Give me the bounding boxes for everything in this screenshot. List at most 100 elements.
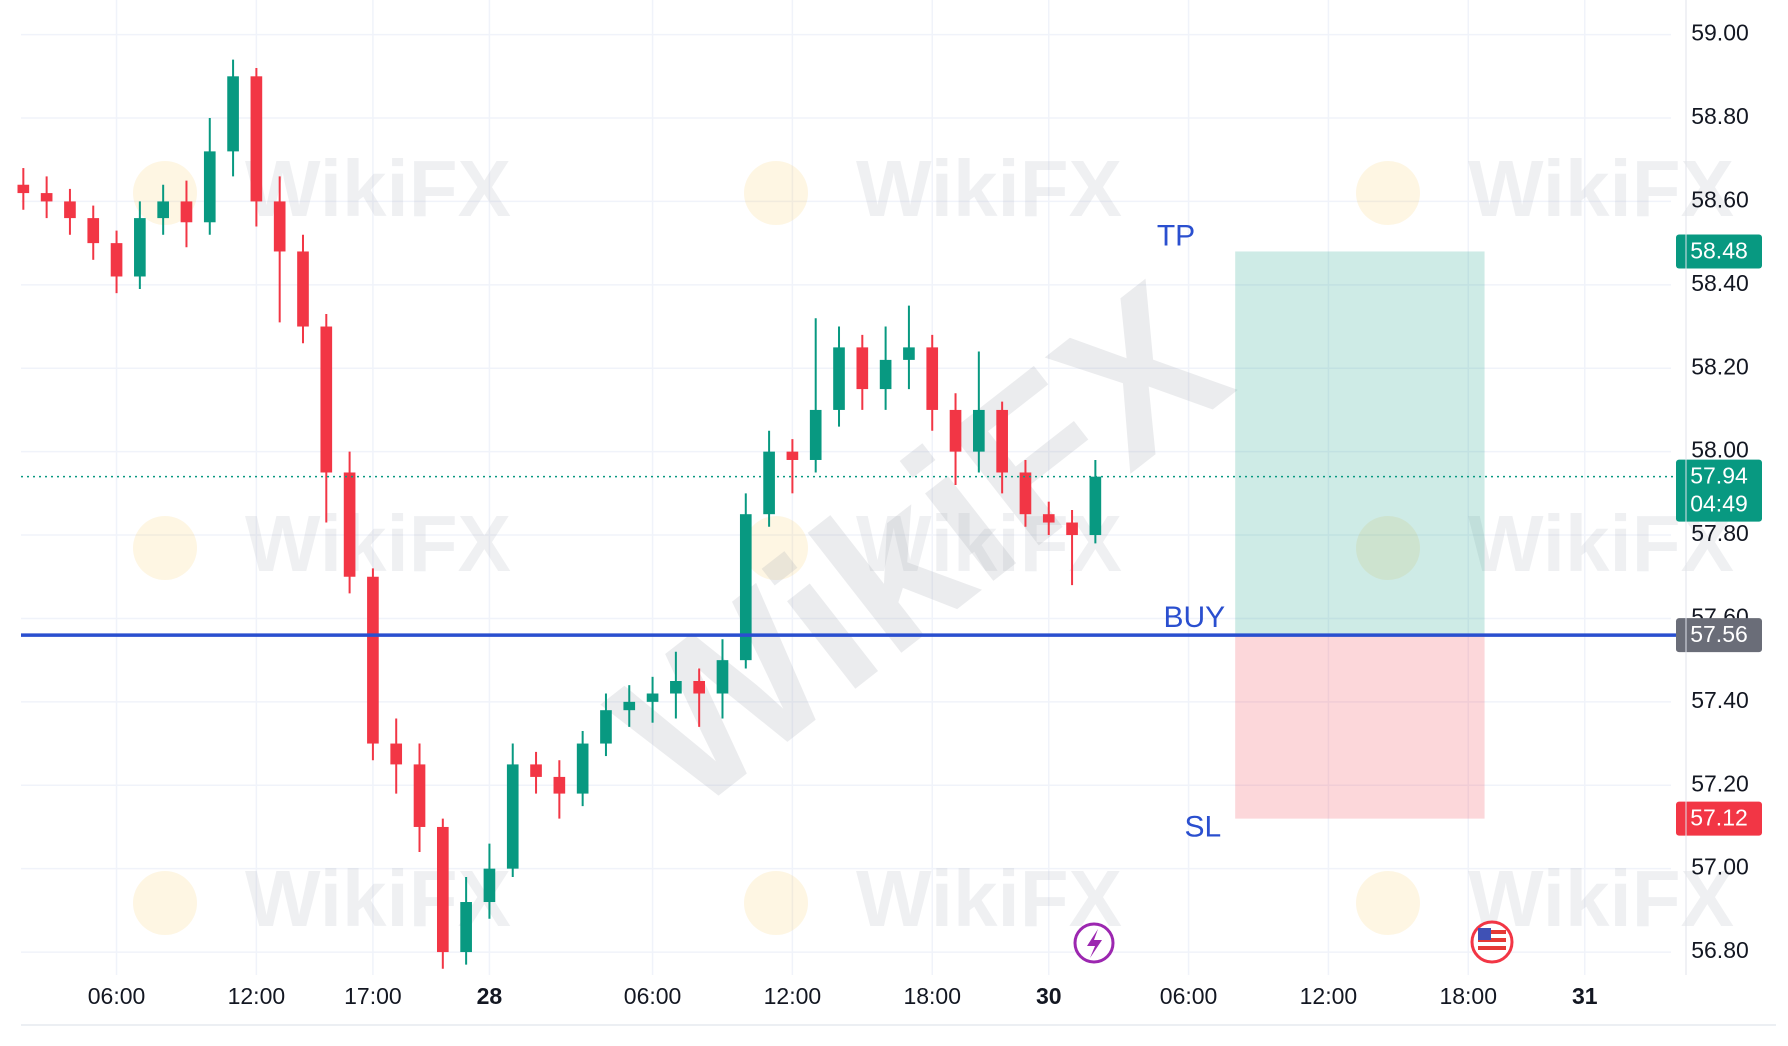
grid: [21, 0, 1671, 975]
candle-body: [1089, 476, 1102, 536]
x-tick-label: 06:00: [88, 983, 146, 1009]
candle-body: [576, 743, 589, 794]
candle-body: [973, 409, 985, 452]
candle-body: [646, 693, 659, 702]
candles: [17, 59, 1102, 969]
candle-body: [1019, 472, 1032, 515]
y-tick-label: 58.60: [1691, 187, 1749, 213]
y-tick-label: 57.80: [1691, 520, 1749, 546]
candle-body: [110, 243, 123, 277]
last-price-tag-bg: [1676, 459, 1762, 522]
candle-body: [367, 576, 379, 744]
watermark: WikiFX: [856, 854, 1122, 943]
price-lines: [21, 475, 1686, 637]
y-tick-label: 57.00: [1691, 854, 1749, 880]
x-tick-label: 17:00: [344, 983, 402, 1009]
watermark-logo: [744, 161, 808, 225]
candle-body: [250, 76, 263, 202]
countdown: 04:49: [1690, 491, 1748, 517]
tp-label: TP: [1157, 219, 1195, 252]
candle-body: [180, 201, 193, 223]
candle-body: [739, 514, 752, 661]
x-tick-label: 12:00: [764, 983, 822, 1009]
sl-price-tag: 57.12: [1690, 805, 1748, 831]
position-tool: TP BUY SL: [1157, 219, 1485, 844]
watermark-logo: [744, 516, 808, 580]
x-tick-label: 30: [1036, 983, 1062, 1009]
candle-body: [203, 151, 216, 223]
candle-body: [879, 359, 892, 390]
candle-body: [1042, 514, 1055, 523]
candle-body: [64, 201, 76, 219]
sl-price-tag-bg: [1676, 801, 1762, 836]
candle-body: [809, 409, 822, 460]
candle-body: [87, 218, 100, 244]
candle-body: [716, 660, 729, 694]
watermark-logo: [133, 516, 197, 580]
candle-body: [157, 201, 169, 219]
candle-body: [553, 776, 566, 794]
candle-body: [460, 902, 472, 953]
entry-price-tag: 57.56: [1690, 621, 1748, 647]
candle-body: [273, 201, 286, 252]
stop-loss-zone: [1235, 635, 1485, 819]
x-tick-label: 18:00: [1439, 983, 1497, 1009]
tp-price-tag-bg: [1676, 234, 1762, 269]
watermark: WikiFX: [856, 499, 1122, 588]
candle-body: [343, 472, 356, 577]
candle-body: [134, 218, 146, 277]
candle-body: [670, 680, 682, 694]
candle-body: [17, 184, 30, 194]
candle-body: [1066, 522, 1078, 536]
candle-body: [600, 710, 612, 744]
candle-body: [926, 347, 939, 410]
watermark-logo: [744, 871, 808, 935]
x-tick-label: 31: [1572, 983, 1598, 1009]
candle-body: [833, 347, 845, 410]
entry-label: BUY: [1164, 601, 1226, 634]
candle-body: [297, 251, 309, 327]
candle-body: [530, 764, 542, 777]
candle-body: [483, 868, 496, 903]
y-tick-label: 57.40: [1691, 687, 1749, 713]
watermark: WikiFX: [856, 144, 1122, 233]
tp-price-tag: 58.48: [1690, 238, 1748, 264]
country-flag-icon[interactable]: [1470, 920, 1514, 964]
candle-body: [506, 764, 519, 869]
candle-body: [949, 409, 962, 452]
entry-price-tag-bg: [1676, 618, 1762, 653]
x-tick-label: 18:00: [903, 983, 961, 1009]
watermark-logo: [133, 871, 197, 935]
watermark: WikiFX: [245, 144, 511, 233]
candle-body: [903, 347, 915, 360]
last-price-tag: 57.94: [1690, 463, 1748, 489]
event-icon[interactable]: [1073, 922, 1115, 964]
y-tick-label: 57.20: [1691, 770, 1749, 796]
candle-body: [623, 701, 636, 711]
y-tick-label: 56.80: [1691, 937, 1749, 963]
watermark: WikiFX: [1468, 854, 1734, 943]
y-tick-label: 59.00: [1691, 20, 1749, 46]
candle-body: [227, 76, 239, 152]
candle-body: [40, 193, 53, 202]
watermark-logo: [1356, 161, 1420, 225]
y-tick-label: 58.20: [1691, 353, 1749, 379]
candle-body: [856, 347, 869, 390]
candle-body: [763, 451, 775, 515]
x-tick-label: 06:00: [624, 983, 682, 1009]
axes: 56.8057.0057.2057.4057.6057.8058.0058.20…: [88, 20, 1762, 1009]
y-tick-label: 58.00: [1691, 437, 1749, 463]
x-tick-label: 12:00: [228, 983, 286, 1009]
candle-body: [390, 743, 403, 765]
candle-body: [436, 826, 449, 953]
watermark-logo: [1356, 871, 1420, 935]
x-tick-label: 28: [477, 983, 503, 1009]
take-profit-zone: [1235, 251, 1485, 636]
candle-body: [413, 764, 426, 827]
candle-body: [996, 409, 1008, 473]
candle-body: [693, 680, 706, 694]
x-tick-label: 06:00: [1160, 983, 1218, 1009]
sl-label: SL: [1184, 811, 1221, 844]
